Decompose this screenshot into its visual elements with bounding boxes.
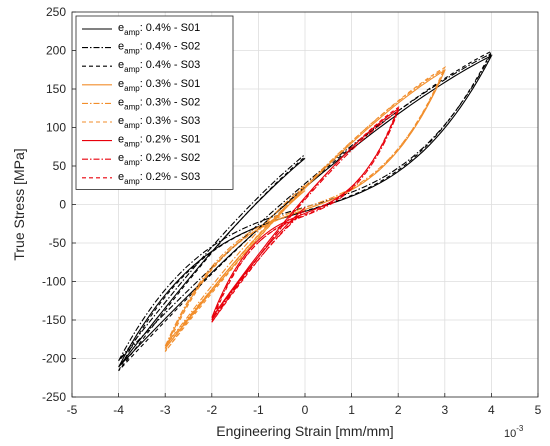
x-exponent-base: 10 xyxy=(504,428,516,440)
legend-entry: eamp: 0.4% - S01 xyxy=(118,22,200,37)
legend-entry-suffix: : 0.4% - S02 xyxy=(140,41,201,53)
x-tick-label: 5 xyxy=(535,403,542,417)
legend-entry-prefix: e xyxy=(118,134,124,146)
legend-entry-subscript: amp xyxy=(124,121,140,130)
x-tick-label: -4 xyxy=(113,403,124,417)
legend-entry-prefix: e xyxy=(118,78,124,90)
legend-entry-subscript: amp xyxy=(124,65,140,74)
x-tick-label: -3 xyxy=(160,403,171,417)
y-tick-label: 200 xyxy=(46,44,66,58)
legend-entry-prefix: e xyxy=(118,115,124,127)
legend-entry-subscript: amp xyxy=(124,84,140,93)
x-tick-label: 0 xyxy=(302,403,309,417)
axis-ticks: -5 -4 -3 -2 -1 0 1 2 3 4 5 -250 -200 -150 -100 -50 0 50 10… xyxy=(42,5,542,417)
series-line-5 xyxy=(164,67,447,347)
x-tick-label: 4 xyxy=(488,403,495,417)
legend-entry-suffix: : 0.2% - S02 xyxy=(140,152,201,164)
y-tick-label: -200 xyxy=(42,352,66,366)
x-tick-label: 3 xyxy=(441,403,448,417)
legend-entry-suffix: : 0.3% - S01 xyxy=(140,78,201,90)
series-line-8 xyxy=(211,109,400,321)
legend-entry: eamp: 0.4% - S03 xyxy=(118,59,200,74)
legend-entry-suffix: : 0.2% - S03 xyxy=(140,171,201,183)
legend-entry-prefix: e xyxy=(118,171,124,183)
legend-entry-suffix: : 0.3% - S02 xyxy=(140,96,201,108)
legend-entry-suffix: : 0.4% - S01 xyxy=(140,22,201,34)
legend-entry-suffix: : 0.4% - S03 xyxy=(140,59,201,71)
legend-entry-suffix: : 0.3% - S03 xyxy=(140,115,201,127)
series-line-9 xyxy=(211,106,400,323)
legend-entry-subscript: amp xyxy=(124,47,140,56)
legend-entry: eamp: 0.3% - S01 xyxy=(118,78,200,93)
legend-entry-suffix: : 0.2% - S01 xyxy=(140,134,201,146)
y-tick-label: -250 xyxy=(42,390,66,404)
legend-entry-prefix: e xyxy=(118,152,124,164)
y-tick-label: 100 xyxy=(46,121,66,135)
legend-entry: eamp: 0.2% - S03 xyxy=(118,171,200,186)
y-tick-label: 250 xyxy=(46,5,66,19)
legend-entry-prefix: e xyxy=(118,22,124,34)
legend-entry-prefix: e xyxy=(118,41,124,53)
legend-entry: eamp: 0.3% - S02 xyxy=(118,96,200,111)
legend-entry-subscript: amp xyxy=(124,158,140,167)
x-tick-label: -2 xyxy=(206,403,217,417)
legend-entry-subscript: amp xyxy=(124,140,140,149)
legend-entry: eamp: 0.2% - S02 xyxy=(118,152,200,167)
x-tick-label: -1 xyxy=(253,403,264,417)
legend-entry-subscript: amp xyxy=(124,177,140,186)
legend-entry: eamp: 0.4% - S02 xyxy=(118,41,200,56)
y-tick-label: 150 xyxy=(46,82,66,96)
series-line-6 xyxy=(164,66,447,352)
legend-entry: eamp: 0.3% - S03 xyxy=(118,115,200,130)
y-tick-label: -150 xyxy=(42,313,66,327)
legend-entry-prefix: e xyxy=(118,96,124,108)
x-tick-label: 1 xyxy=(348,403,355,417)
x-axis-label: Engineering Strain [mm/mm] xyxy=(216,423,393,439)
y-tick-label: -50 xyxy=(49,236,67,250)
series-line-3 xyxy=(118,50,493,372)
legend-entry-subscript: amp xyxy=(124,28,140,37)
series-lines xyxy=(118,50,493,372)
y-axis-label: True Stress [MPa] xyxy=(11,148,27,260)
x-tick-label: 2 xyxy=(395,403,402,417)
x-exponent-power: -3 xyxy=(516,424,524,433)
legend-entry-subscript: amp xyxy=(124,102,140,111)
legend-entry: eamp: 0.2% - S01 xyxy=(118,134,200,149)
y-tick-label: -100 xyxy=(42,275,66,289)
legend-box xyxy=(75,15,234,190)
y-tick-label: 50 xyxy=(53,159,67,173)
legend-entry-prefix: e xyxy=(118,59,124,71)
y-tick-label: 0 xyxy=(59,198,66,212)
x-tick-label: -5 xyxy=(67,403,78,417)
x-axis-exponent: 10-3 xyxy=(504,424,524,440)
